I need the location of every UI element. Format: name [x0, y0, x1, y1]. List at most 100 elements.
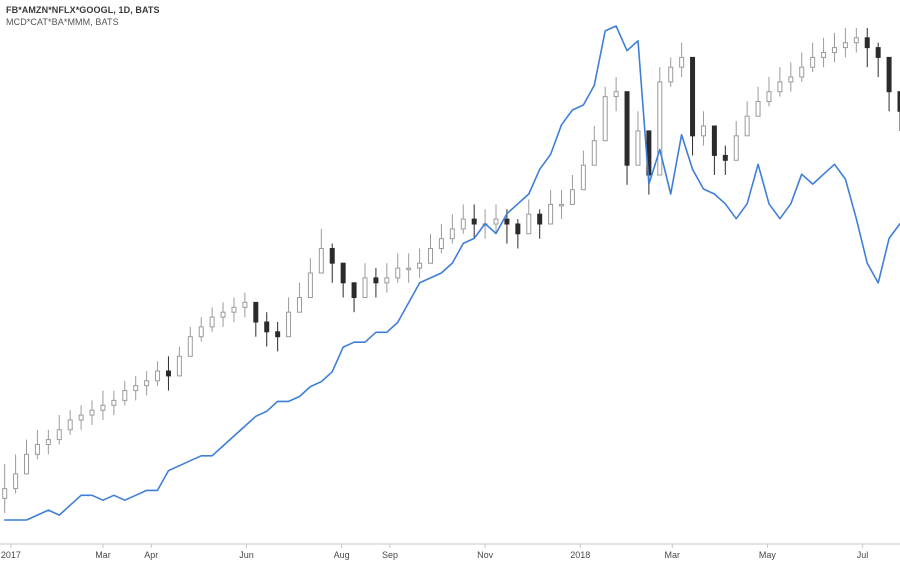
candle-2017-07-05	[297, 283, 301, 312]
candle-body	[112, 400, 116, 405]
candle-2018-05-30	[811, 43, 815, 72]
x-tick-label: Mar	[665, 550, 681, 560]
line-series	[5, 26, 900, 520]
candle-2018-03-07	[680, 43, 684, 77]
candle-body	[865, 38, 869, 48]
candle-2017-03-08	[112, 391, 116, 416]
candle-2017-10-25	[472, 204, 476, 238]
candle-body	[778, 82, 782, 92]
candle-body	[887, 57, 891, 91]
candle-2017-05-31	[243, 293, 247, 318]
candle-body	[614, 92, 618, 97]
candle-2017-10-11	[450, 214, 454, 243]
candle-2018-02-07	[636, 111, 640, 165]
candle-2017-05-24	[232, 298, 236, 323]
candle-2017-06-21	[276, 322, 280, 351]
candle-body	[396, 268, 400, 278]
candle-body	[843, 43, 847, 48]
candle-body	[101, 405, 105, 410]
candle-2017-04-26	[188, 327, 192, 356]
candle-2017-12-06	[538, 209, 542, 238]
candle-body	[374, 278, 378, 283]
candle-body	[876, 48, 880, 58]
candle-2017-10-18	[461, 204, 465, 233]
candle-2017-01-11	[25, 440, 29, 474]
candle-2018-06-13	[832, 33, 836, 62]
candle-body	[68, 420, 72, 430]
candle-body	[538, 214, 542, 224]
candle-2018-06-27	[854, 28, 858, 53]
candle-body	[90, 410, 94, 415]
candle-body	[712, 126, 716, 155]
x-tick-label: Apr	[144, 550, 158, 560]
candle-body	[832, 48, 836, 53]
candle-body	[450, 229, 454, 239]
candle-body	[308, 273, 312, 298]
candle-body	[79, 415, 83, 420]
candle-2017-05-10	[210, 307, 214, 332]
candle-2017-12-20	[560, 190, 564, 219]
candle-2017-12-27	[570, 175, 574, 204]
candle-body	[276, 332, 280, 337]
candle-body	[822, 53, 826, 58]
candle-body	[745, 116, 749, 136]
candle-2018-07-04	[865, 28, 869, 67]
candle-body	[505, 219, 509, 224]
candle-2018-01-10	[592, 126, 596, 165]
candle-body	[439, 239, 443, 249]
candle-body	[669, 67, 673, 82]
candle-2017-09-20	[418, 249, 422, 278]
candle-body	[680, 57, 684, 67]
candle-2017-12-13	[549, 190, 553, 224]
candle-2017-09-27	[429, 234, 433, 263]
candle-body	[319, 249, 323, 274]
candle-body	[658, 82, 662, 175]
candle-body	[243, 302, 247, 307]
candle-2017-04-12	[166, 356, 170, 390]
candle-2018-04-04	[723, 146, 727, 175]
candle-body	[210, 317, 214, 327]
candle-2018-05-16	[789, 62, 793, 91]
candle-body	[461, 219, 465, 229]
candle-2017-06-14	[265, 312, 269, 346]
candle-body	[636, 131, 640, 165]
candle-2017-03-29	[145, 371, 149, 396]
candle-2017-08-23	[374, 268, 378, 297]
candle-2017-01-04	[14, 454, 18, 493]
candle-body	[472, 219, 476, 224]
candle-body	[767, 92, 771, 102]
candle-2018-02-21	[658, 67, 662, 175]
candle-body	[691, 57, 695, 135]
candle-2017-04-19	[177, 347, 181, 376]
candle-body	[46, 440, 50, 445]
candle-2017-08-09	[352, 283, 356, 312]
candle-2017-07-19	[319, 229, 323, 273]
candle-body	[57, 430, 61, 440]
candle-2017-11-22	[516, 219, 520, 248]
candle-2017-02-15	[79, 405, 83, 430]
candle-2017-01-18	[35, 430, 39, 459]
candle-2018-01-17	[603, 87, 607, 141]
candlestick-series	[3, 28, 900, 513]
candle-2018-03-28	[712, 126, 716, 175]
candle-2018-04-25	[756, 87, 760, 116]
candle-body	[254, 302, 258, 322]
candle-body	[407, 268, 411, 270]
candle-body	[363, 278, 367, 298]
candle-2017-08-30	[385, 263, 389, 292]
chart-legend: FB*AMZN*NFLX*GOOGL, 1D, BATS MCD*CAT*BA*…	[6, 4, 160, 28]
candle-body	[35, 445, 39, 455]
candle-2017-09-13	[407, 253, 411, 282]
x-tick-label: Sep	[382, 550, 398, 560]
candle-2018-05-09	[778, 67, 782, 96]
candle-body	[789, 77, 793, 82]
legend-primary-series: FB*AMZN*NFLX*GOOGL, 1D, BATS	[6, 4, 160, 16]
candle-body	[385, 278, 389, 283]
candle-body	[516, 224, 520, 234]
candle-body	[199, 327, 203, 337]
candle-body	[156, 371, 160, 381]
candle-body	[145, 381, 149, 386]
x-tick-label: Nov	[477, 550, 494, 560]
